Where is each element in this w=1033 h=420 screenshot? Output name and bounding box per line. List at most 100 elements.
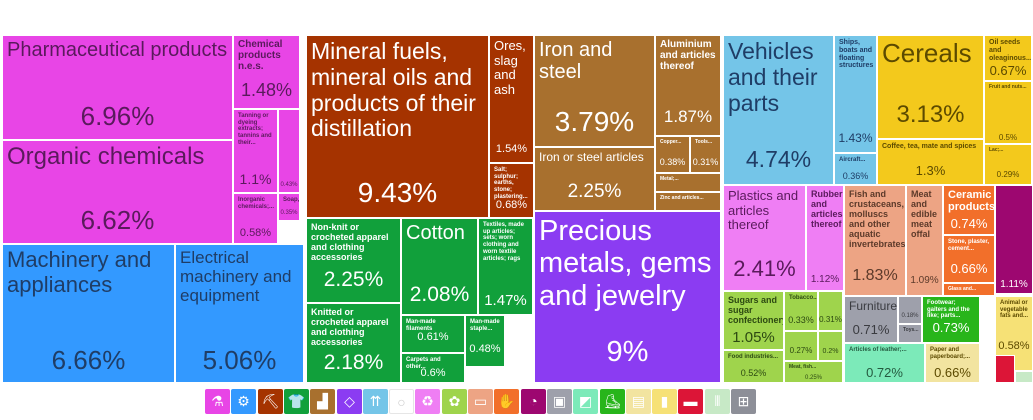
treemap-cell-tools[interactable]: Tools... 0.31% [690,136,721,173]
cell-value: 0.25% [804,375,822,381]
cell-label: Vehicles and their parts [728,38,818,116]
treemap-cell-zinc-and-articles[interactable]: Zinc and articles... [655,192,721,211]
treemap-cell-plastics-and-articles-thereof[interactable]: Plastics and articles thereof 2.41% [723,185,806,291]
treemap-cell-fish-and-crustaceans-molluscs-and-other-[interactable]: Fish and crustaceans, molluscs and other… [844,185,906,296]
treemap-cell-iron-and-steel[interactable]: Iron and steel 3.79% [534,35,655,147]
scroll-icon[interactable]: ▤ [626,389,651,414]
treemap-cell-carpets-and-other[interactable]: Carpets and other... 0.6% [401,353,465,383]
cow-icon[interactable]: ▭ [468,389,493,414]
treemap-cell-copper[interactable]: Copper... 0.38% [655,136,690,173]
cell-value: 6.62% [80,205,155,235]
treemap-cell-fruit-and-nuts[interactable]: Fruit and nuts... 0.5% [984,81,1032,144]
treemap-cell-57[interactable] [995,355,1015,383]
treemap-cell-lac[interactable]: Lac;... 0.29% [984,144,1032,185]
treemap-cell-ships-boats-and-floating-structures[interactable]: Ships, boats and floating structures 1.43… [834,35,877,153]
treemap-cell-rubber-and-articles-thereof[interactable]: Rubber and articles thereof 1.12% [806,185,844,291]
cell-label: Food industries... [728,354,779,360]
treemap-cell-meat-fish[interactable]: Meat, fish... 0.25% [784,361,843,383]
flask-icon[interactable]: ⚗ [205,389,230,414]
treemap-cell-meat-and-edible-meat-offal[interactable]: Meat and edible meat offal 1.09% [906,185,943,296]
leather-icon[interactable]: ◩ [573,389,598,414]
cell-value: 0.58% [239,227,272,239]
treemap-cell-45[interactable]: 0.31% [818,291,843,331]
anvil-icon[interactable]: ▟ [310,389,335,414]
treemap-cell-soap[interactable]: Soap,... 0.35% [278,193,300,221]
recycle-icon[interactable]: ♻ [415,389,440,414]
treemap-cell-paper-and-paperboard[interactable]: Paper and paperboard;... 0.66% [925,343,980,383]
pickaxe-icon[interactable]: ⛏ [258,389,283,414]
treemap-cell-oil-seeds-and-oleaginous[interactable]: Oil seeds and oleaginous... 0.67% [984,35,1032,81]
treemap-cell-pharmaceutical-products[interactable]: Pharmaceutical products 6.96% [2,35,233,140]
treemap-cell-5[interactable]: 0.43% [278,109,300,193]
bottle-icon[interactable]: ▮ [652,389,677,414]
treemap-cell-46[interactable]: 0.27% [784,331,818,361]
cell-value: 1.09% [910,275,939,286]
treemap-cell-man-made-staple[interactable]: Man-made staple... 0.48% [465,315,505,367]
treemap-cell-food-industries[interactable]: Food industries... 0.52% [723,350,784,383]
gauge-icon[interactable]: ◔ [521,389,546,414]
cell-label: Coffee, tea, mate and spices [882,143,977,150]
treemap-cell-inorganic-chemicals[interactable]: Inorganic chemicals;... 0.58% [233,193,278,244]
cell-label: Man-made filaments [406,319,436,332]
cell-label: Cotton [406,222,465,244]
treemap-cell-ores-slag-and-ash[interactable]: Ores, slag and ash 1.54% [489,35,534,163]
cell-value: 3.13% [896,101,965,128]
treemap-cell-51[interactable]: 0.18% [898,296,922,324]
treemap-cell-machinery-and-appliances[interactable]: Machinery and appliances 6.66% [2,244,175,383]
cell-value: 2.41% [733,256,796,281]
cell-value: 0.58% [998,340,1030,352]
cell-value: 1.48% [240,80,293,100]
hand-icon[interactable]: ✋ [494,389,519,414]
treemap-cell-iron-or-steel-articles[interactable]: Iron or steel articles 2.25% [534,147,655,211]
gear-icon[interactable]: ⚙ [231,389,256,414]
treemap-cell-stone-plaster-cement[interactable]: Stone, plaster, cement... 0.66% [943,235,995,283]
treemap-cell-salt-sulphur-earths-stone-plastering[interactable]: Salt; sulphur; earths, stone; plastering… [489,163,534,218]
treemap-cell-cotton[interactable]: Cotton 2.08% [401,218,478,315]
box-icon[interactable]: ▣ [547,389,572,414]
treemap-cell-47[interactable]: 0.2% [818,331,843,361]
treemap-cell-articles-of-leather[interactable]: Articles of leather;... 0.72% [844,343,925,383]
cell-value: 0.27% [789,346,813,355]
treemap-cell-precious-metals-gems-and-jewelry[interactable]: Precious metals, gems and jewelry 9% [534,211,721,383]
shirt-icon[interactable]: 👕 [284,389,309,414]
shoe-icon[interactable]: ⛸ [600,389,625,414]
cell-label: Tobacco... [789,295,818,301]
treemap-cell-vehicles-and-their-parts[interactable]: Vehicles and their parts 4.74% [723,35,834,185]
treemap-cell-sugars-and-sugar-confectionery[interactable]: Sugars and sugar confectionery 1.05% [723,291,784,350]
treemap-cell-cereals[interactable]: Cereals 3.13% [877,35,984,139]
treemap-cell-knitted-or-crocheted-apparel-and-clothin[interactable]: Knitted or crocheted apparel and clothin… [306,303,401,383]
treemap-cell-aircraft[interactable]: Aircraft... 0.36% [834,153,877,185]
ticket-icon[interactable]: ▬ [678,389,703,414]
treemap-cell-tobacco[interactable]: Tobacco... 0.33% [784,291,818,331]
treemap-cell-aluminium-and-articles-thereof[interactable]: Aluminium and articles thereof 1.87% [655,35,721,136]
treemap-cell-glass-and[interactable]: Glass and... [943,283,995,296]
cell-value: 1.54% [495,143,528,155]
cell-label: Knitted or crocheted apparel and clothin… [311,307,389,348]
treemap-cell-non-knit-or-crocheted-apparel-and-clothi[interactable]: Non-knit or crocheted apparel and clothi… [306,218,401,303]
treemap-cell-footwear-gaiters-and-the-like-parts[interactable]: Footwear; gaiters and the like; parts...… [922,296,980,343]
bottles-icon[interactable]: ⫴ [705,389,730,414]
wheat-icon[interactable]: ✿ [442,389,467,414]
treemap-cell-mineral-fuels-mineral-oils-and-products-[interactable]: Mineral fuels, mineral oils and products… [306,35,489,218]
treemap-cell-furniture[interactable]: Furniture 0.71% [844,296,898,343]
egg-icon[interactable]: ○ [389,389,414,414]
treemap-cell-tanning-or-dyeing-extracts-tannins-and-t[interactable]: Tanning or dyeing extracts; tannins and … [233,109,278,193]
treemap-cell-58[interactable] [1015,371,1033,383]
treemap-cell-ceramic-products[interactable]: Ceramic products 0.74% [943,185,995,235]
cell-label: Metal;... [660,176,679,182]
treemap-cell-toys[interactable]: Toys... [898,324,922,343]
cell-label: Toys... [903,327,919,333]
treemap-cell-chemical-products-n-e-s[interactable]: Chemical products n.e.s. 1.48% [233,35,300,109]
easel-icon[interactable]: ⊞ [731,389,756,414]
treemap-cell-organic-chemicals[interactable]: Organic chemicals 6.62% [2,140,233,244]
treemap-cell-coffee-tea-mate-and-spices[interactable]: Coffee, tea, mate and spices 1.3% [877,139,984,185]
diamond-icon[interactable]: ◇ [337,389,362,414]
treemap-cell-electrical-machinery-and-equipment[interactable]: Electrical machinery and equipment 5.06% [175,244,304,383]
treemap-cell-man-made-filaments[interactable]: Man-made filaments 0.61% [401,315,465,353]
cell-value: 4.74% [745,146,812,172]
cell-label: Fish and crustaceans, molluscs and other… [849,189,906,250]
treemap-cell-42[interactable]: 1.11% [995,185,1033,294]
road-icon[interactable]: ⇈ [363,389,388,414]
treemap-cell-textiles-made-up-articles-sets-worn-clot[interactable]: Textiles, made up articles; sets; worn c… [478,218,533,315]
treemap-cell-metal[interactable]: Metal;... [655,173,721,192]
